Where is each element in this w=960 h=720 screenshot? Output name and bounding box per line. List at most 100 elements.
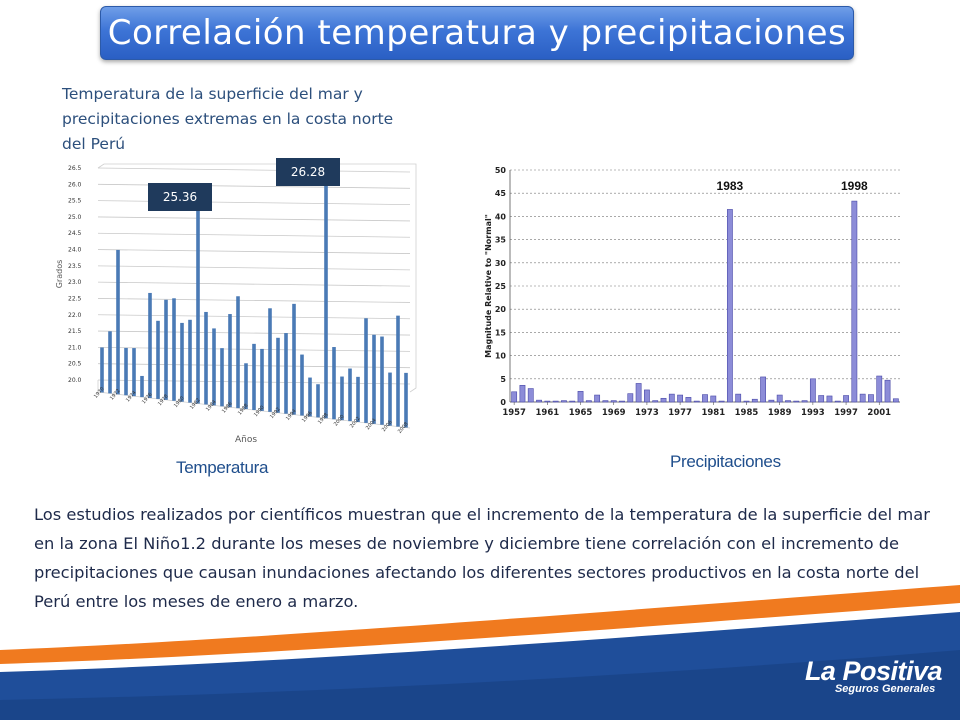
x-tick-label: 1985 xyxy=(735,408,759,418)
bar xyxy=(388,372,392,426)
bar xyxy=(685,397,692,403)
y-tick-label: 25.5 xyxy=(68,198,82,205)
bar xyxy=(594,394,601,403)
temperature-caption: Temperatura xyxy=(176,458,269,477)
bar xyxy=(652,400,659,403)
bar xyxy=(536,399,542,403)
peak-year-label: 1983 xyxy=(717,179,744,193)
y-tick-label: 25.0 xyxy=(68,214,82,221)
bar xyxy=(228,314,232,408)
y-tick-label: 26.5 xyxy=(68,165,82,172)
y-tick-label: 20 xyxy=(495,305,507,314)
bar xyxy=(108,331,112,394)
y-tick-label: 22.5 xyxy=(68,295,82,302)
y-axis-label: Magnitude Relative to "Normal" xyxy=(484,214,493,358)
bar xyxy=(172,298,176,401)
bar xyxy=(552,400,559,403)
y-tick-label: 24.0 xyxy=(68,247,82,254)
annotation-box xyxy=(148,183,212,211)
bar xyxy=(768,399,775,403)
bar xyxy=(660,397,667,403)
plot-background xyxy=(480,160,905,428)
x-tick-label: 1961 xyxy=(536,408,560,418)
gridline xyxy=(97,183,411,189)
bar xyxy=(156,320,160,399)
y-tick-label: 23.5 xyxy=(68,263,82,270)
bar xyxy=(735,393,742,403)
gridline xyxy=(97,330,411,336)
precipitation-chart: 0 5 10 15 20 25 30 35 40 45 50 1957 1961 1965 1969 1973… xyxy=(480,160,905,428)
x-tick-label: 1989 xyxy=(768,408,792,418)
bar xyxy=(834,400,841,403)
bar xyxy=(718,400,725,403)
bar xyxy=(859,393,866,403)
bar xyxy=(372,334,376,424)
bar xyxy=(511,391,518,403)
bar xyxy=(868,394,874,403)
annotation-label: 25.36 xyxy=(163,190,197,204)
bar xyxy=(569,400,576,403)
bar xyxy=(809,378,816,403)
bar xyxy=(340,376,344,421)
y-tick-label: 10 xyxy=(495,352,507,361)
bar xyxy=(220,348,224,407)
bar xyxy=(140,375,144,398)
bar xyxy=(726,209,733,403)
y-axis-label: Grados xyxy=(55,260,64,289)
bar xyxy=(884,379,891,403)
title-banner: Correlación temperatura y precipitacione… xyxy=(100,6,854,60)
x-axis-label: Años xyxy=(235,435,257,445)
bar xyxy=(602,400,609,403)
chart-frame xyxy=(97,163,417,393)
y-tick-label: 35 xyxy=(495,236,507,245)
x-tick-label: 1993 xyxy=(801,408,825,418)
y-tick-label: 26.0 xyxy=(68,181,82,188)
bar xyxy=(876,375,883,403)
bar xyxy=(196,207,200,404)
bar xyxy=(316,384,320,418)
bar xyxy=(751,398,758,403)
bar xyxy=(260,348,264,411)
bar xyxy=(892,398,899,403)
gridline xyxy=(97,167,411,173)
y-tick-label: 21.5 xyxy=(68,328,82,335)
bar xyxy=(702,394,708,403)
bar xyxy=(644,389,650,403)
bar xyxy=(276,337,280,413)
bar xyxy=(268,308,272,412)
gridline xyxy=(97,249,411,254)
bar xyxy=(619,400,625,403)
y-tick-label: 25 xyxy=(495,282,507,291)
bar xyxy=(544,400,551,403)
bar xyxy=(348,368,352,422)
bar xyxy=(364,318,368,423)
y-tick-label: 5 xyxy=(500,375,506,384)
bar xyxy=(843,395,849,403)
bar xyxy=(236,296,240,409)
bar xyxy=(164,299,168,400)
y-tick-label: 30 xyxy=(495,259,507,268)
chart-subtitle: Temperatura de la superficie del mar y p… xyxy=(62,85,394,153)
bar xyxy=(356,376,360,422)
gridline xyxy=(97,298,411,303)
y-tick-label: 20.0 xyxy=(68,377,82,384)
gridline xyxy=(97,314,411,320)
bar xyxy=(252,343,256,410)
bar xyxy=(308,377,312,417)
annotation-box xyxy=(276,158,340,186)
bar xyxy=(324,179,328,419)
bar xyxy=(527,388,534,403)
x-tick-label: 1977 xyxy=(668,408,692,418)
bar xyxy=(785,400,791,403)
bar xyxy=(610,400,617,403)
bar xyxy=(743,400,750,403)
bar xyxy=(793,400,800,403)
y-tick-label: 40 xyxy=(495,212,507,221)
y-tick-label: 20.5 xyxy=(68,361,82,368)
bar xyxy=(180,322,184,402)
bar xyxy=(776,394,783,403)
bar xyxy=(100,347,104,393)
logo-tagline: Seguros Generales xyxy=(834,683,936,695)
chart-floor xyxy=(97,380,411,429)
company-logo: La Positiva Seguros Generales xyxy=(805,656,943,695)
